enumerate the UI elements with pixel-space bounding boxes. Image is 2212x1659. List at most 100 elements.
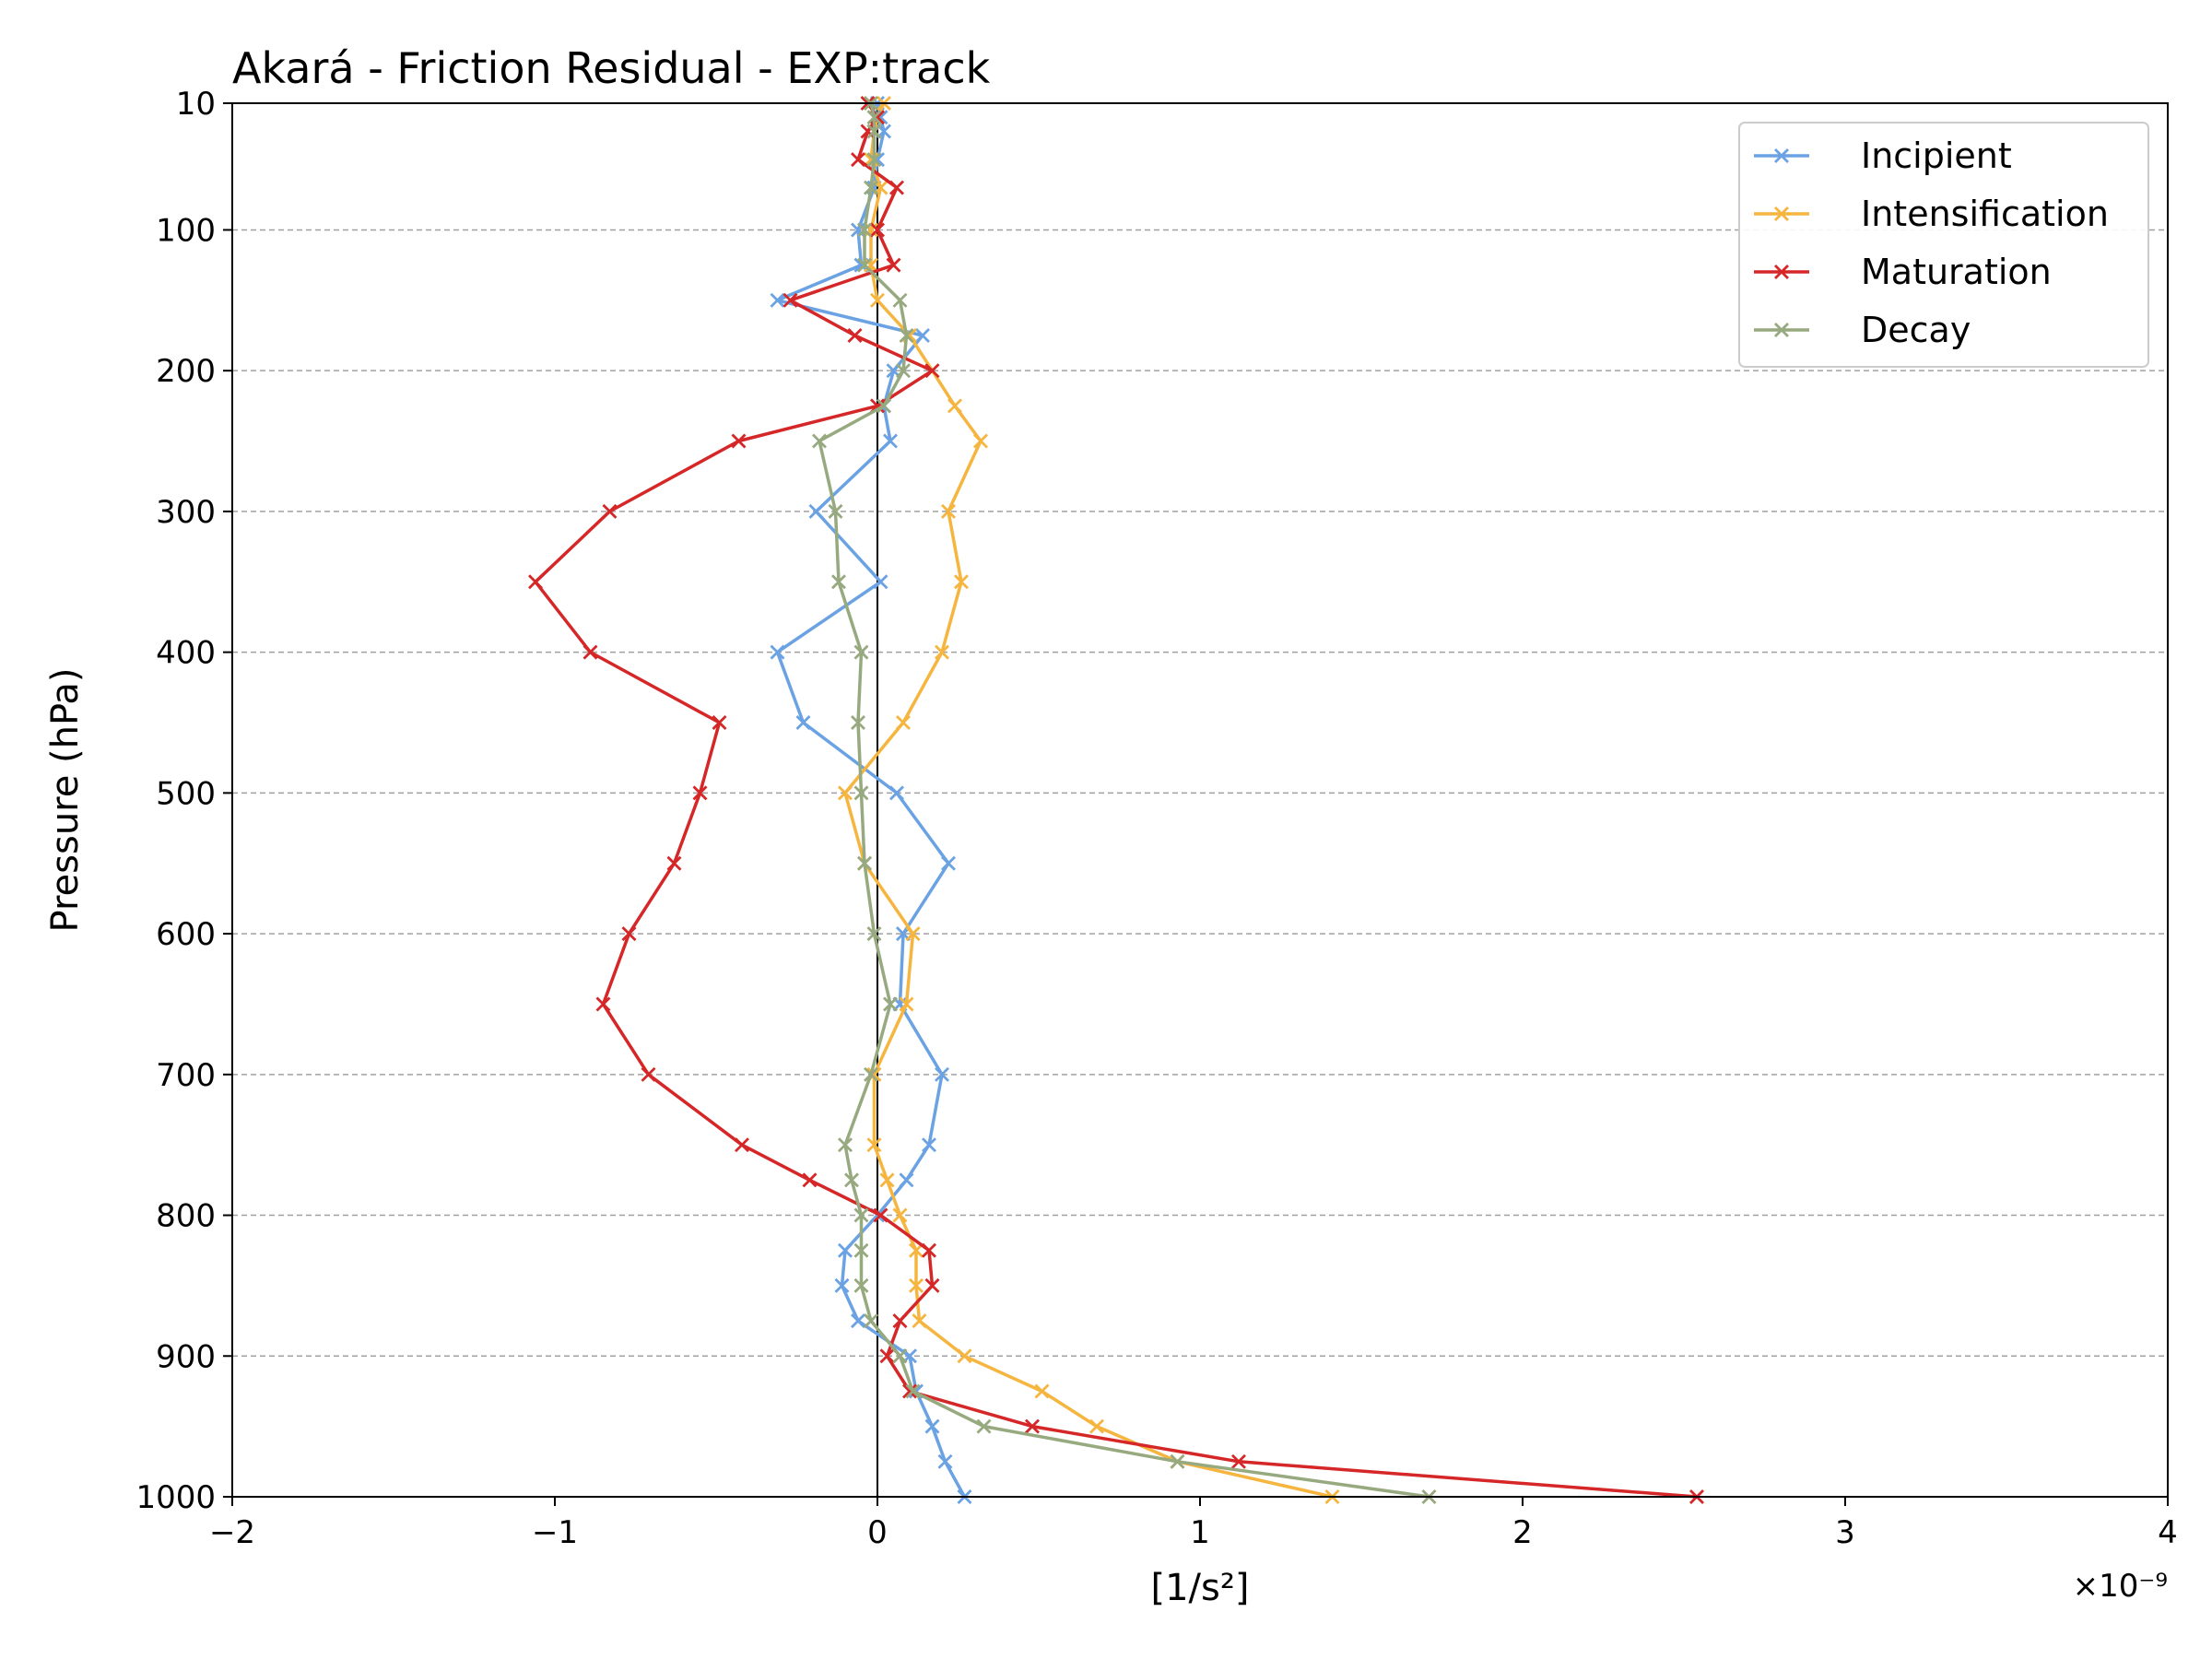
- legend-entry-incipient: Incipient: [1754, 135, 2012, 176]
- legend-label: Intensification: [1861, 194, 2109, 234]
- series-maturation: [528, 96, 1704, 1504]
- data-point: [1025, 1418, 1040, 1434]
- data-point: [866, 152, 882, 168]
- data-point: [834, 1277, 850, 1293]
- data-point: [899, 1172, 914, 1188]
- data-point: [853, 1277, 869, 1293]
- data-point: [924, 1418, 940, 1434]
- legend-label: Incipient: [1861, 135, 2012, 176]
- data-point: [870, 292, 885, 308]
- data-point: [851, 222, 865, 238]
- y-tick-label: 600: [156, 916, 216, 953]
- data-point: [838, 1242, 853, 1258]
- data-point: [802, 1172, 818, 1188]
- x-tick-label: 3: [1835, 1514, 1855, 1551]
- data-point: [812, 433, 827, 449]
- legend-label: Maturation: [1861, 252, 2052, 292]
- data-point: [912, 1313, 927, 1329]
- data-point: [973, 433, 988, 449]
- data-point: [528, 574, 543, 590]
- data-point: [866, 110, 882, 125]
- legend-marker: [1774, 206, 1789, 221]
- y-tick-label: 10: [176, 86, 216, 123]
- data-point: [892, 1207, 908, 1223]
- data-point: [889, 180, 904, 195]
- data-point: [1034, 1383, 1050, 1399]
- data-point: [828, 503, 843, 519]
- series-decay: [812, 96, 1437, 1504]
- chart-title: Akará - Friction Residual - EXP:track: [232, 43, 991, 93]
- x-tick-label: 1: [1190, 1514, 1210, 1551]
- y-tick-label: 1000: [135, 1479, 216, 1516]
- data-point: [957, 1348, 972, 1364]
- data-point: [770, 644, 785, 660]
- data-point: [851, 1313, 865, 1329]
- series-group: [528, 96, 1704, 1504]
- data-point: [1089, 1418, 1104, 1434]
- data-point: [853, 1242, 869, 1258]
- data-point: [909, 1277, 924, 1293]
- data-point: [838, 1137, 853, 1153]
- data-point: [853, 785, 869, 801]
- data-point: [915, 328, 930, 343]
- data-point: [922, 1137, 936, 1153]
- data-point: [1231, 1453, 1246, 1469]
- data-point: [886, 257, 901, 273]
- data-point: [935, 644, 949, 660]
- data-point: [879, 1172, 895, 1188]
- data-point: [899, 996, 914, 1012]
- data-point: [770, 292, 785, 308]
- data-point: [847, 328, 863, 343]
- data-point: [902, 1383, 917, 1399]
- x-tick-label: −1: [532, 1514, 578, 1551]
- data-point: [666, 855, 682, 871]
- data-point: [864, 1066, 878, 1082]
- legend-entry-maturation: Maturation: [1754, 252, 2052, 292]
- data-point: [641, 1066, 656, 1082]
- data-point: [844, 1172, 859, 1188]
- x-tick-label: −2: [209, 1514, 255, 1551]
- data-point: [889, 785, 904, 801]
- y-axis-label: Pressure (hPa): [44, 668, 87, 933]
- data-point: [857, 855, 872, 871]
- data-point: [941, 855, 956, 871]
- y-tick-label: 300: [156, 494, 216, 531]
- x-tick-label: 2: [1512, 1514, 1533, 1551]
- data-point: [853, 1207, 869, 1223]
- data-point: [937, 1453, 953, 1469]
- data-point: [899, 328, 914, 343]
- y-tick-label: 100: [156, 212, 216, 249]
- data-point: [870, 222, 885, 238]
- x-axis-label: [1/s²]: [1150, 1567, 1249, 1609]
- data-point: [892, 1313, 908, 1329]
- legend: Incipient Intensification Maturation Decay: [1738, 122, 2149, 368]
- data-point: [857, 257, 872, 273]
- data-point: [621, 926, 637, 942]
- data-point: [782, 292, 798, 308]
- legend-entry-decay: Decay: [1754, 310, 1971, 350]
- data-point: [692, 785, 708, 801]
- series-line: [818, 102, 1430, 1499]
- data-point: [864, 180, 878, 195]
- data-point: [582, 644, 598, 660]
- data-point: [1170, 1453, 1185, 1469]
- data-point: [896, 715, 911, 730]
- data-point: [947, 398, 962, 414]
- data-point: [892, 1348, 908, 1364]
- x-tick-label: 4: [2158, 1514, 2178, 1551]
- data-point: [864, 1313, 878, 1329]
- y-tick-label: 400: [156, 635, 216, 672]
- data-point: [808, 503, 824, 519]
- data-point: [924, 363, 940, 379]
- data-point: [857, 222, 872, 238]
- data-point: [896, 363, 911, 379]
- data-point: [976, 1418, 992, 1434]
- data-point: [892, 292, 908, 308]
- legend-marker: [1774, 265, 1789, 279]
- legend-marker: [1774, 148, 1789, 163]
- y-tick-label: 800: [156, 1198, 216, 1235]
- data-point: [873, 574, 888, 590]
- data-point: [873, 1207, 888, 1223]
- data-point: [879, 1348, 895, 1364]
- grid: [232, 229, 2168, 1358]
